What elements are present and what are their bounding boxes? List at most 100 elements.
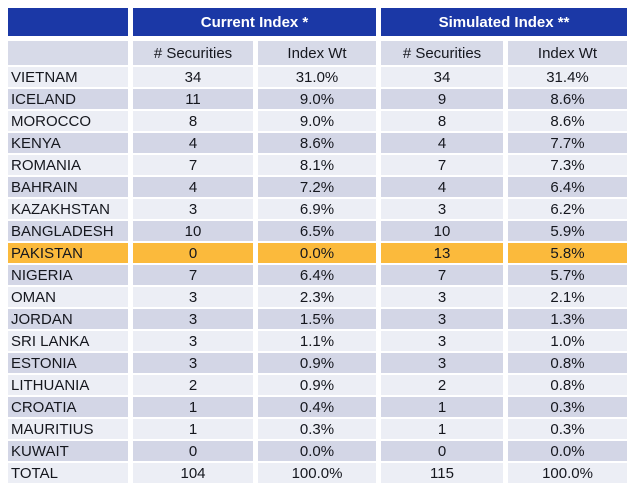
value-cell: 1 — [133, 419, 253, 439]
value-cell: 6.9% — [258, 199, 376, 219]
table-row: MOROCCO 8 9.0% 8 8.6% — [8, 111, 627, 131]
value-cell: 8.6% — [258, 133, 376, 153]
value-cell: 9 — [381, 89, 503, 109]
value-cell: 0.4% — [258, 397, 376, 417]
value-cell: 1 — [381, 397, 503, 417]
subheader-current-securities: # Securities — [133, 41, 253, 65]
current-index-header: Current Index * — [133, 8, 376, 36]
value-cell: 7.2% — [258, 177, 376, 197]
table-row: ROMANIA 7 8.1% 7 7.3% — [8, 155, 627, 175]
value-cell: 0.3% — [508, 419, 627, 439]
value-cell: 8 — [133, 111, 253, 131]
country-cell: OMAN — [8, 287, 128, 307]
table-row: VIETNAM 34 31.0% 34 31.4% — [8, 67, 627, 87]
table-row: CROATIA 1 0.4% 1 0.3% — [8, 397, 627, 417]
value-cell: 0 — [381, 441, 503, 461]
table-row: PAKISTAN 0 0.0% 13 5.8% — [8, 243, 627, 263]
value-cell: 5.7% — [508, 265, 627, 285]
value-cell: 3 — [133, 287, 253, 307]
value-cell: 31.0% — [258, 67, 376, 87]
value-cell: 4 — [381, 177, 503, 197]
table-row: OMAN 3 2.3% 3 2.1% — [8, 287, 627, 307]
value-cell: 4 — [133, 133, 253, 153]
country-cell: MAURITIUS — [8, 419, 128, 439]
table-row: JORDAN 3 1.5% 3 1.3% — [8, 309, 627, 329]
value-cell: 2.3% — [258, 287, 376, 307]
value-cell: 6.5% — [258, 221, 376, 241]
value-cell: 0.8% — [508, 375, 627, 395]
country-cell: KUWAIT — [8, 441, 128, 461]
value-cell: 8 — [381, 111, 503, 131]
value-cell: 8.1% — [258, 155, 376, 175]
value-cell: 31.4% — [508, 67, 627, 87]
value-cell: 10 — [381, 221, 503, 241]
country-cell: MOROCCO — [8, 111, 128, 131]
value-cell: 1.3% — [508, 309, 627, 329]
country-cell: PAKISTAN — [8, 243, 128, 263]
value-cell: 1 — [133, 397, 253, 417]
value-cell: 3 — [133, 331, 253, 351]
value-cell: 3 — [381, 287, 503, 307]
table-row: KENYA 4 8.6% 4 7.7% — [8, 133, 627, 153]
country-cell: LITHUANIA — [8, 375, 128, 395]
value-cell: 34 — [133, 67, 253, 87]
country-cell: SRI LANKA — [8, 331, 128, 351]
country-cell: VIETNAM — [8, 67, 128, 87]
value-cell: 3 — [133, 309, 253, 329]
table-row: BANGLADESH 10 6.5% 10 5.9% — [8, 221, 627, 241]
value-cell: 6.4% — [508, 177, 627, 197]
simulated-index-header: Simulated Index ** — [381, 8, 627, 36]
value-cell: 1.1% — [258, 331, 376, 351]
table-row: TOTAL 104 100.0% 115 100.0% — [8, 463, 627, 483]
country-cell: CROATIA — [8, 397, 128, 417]
value-cell: 0.9% — [258, 375, 376, 395]
table-row: KAZAKHSTAN 3 6.9% 3 6.2% — [8, 199, 627, 219]
value-cell: 7 — [381, 155, 503, 175]
table-body: VIETNAM 34 31.0% 34 31.4% ICELAND 11 9.0% 9 8.6% M… — [8, 67, 627, 483]
value-cell: 11 — [133, 89, 253, 109]
subheader-simulated-securities: # Securities — [381, 41, 503, 65]
index-comparison-table: Current Index * Simulated Index ** # Sec… — [8, 8, 627, 485]
value-cell: 34 — [381, 67, 503, 87]
value-cell: 8.6% — [508, 111, 627, 131]
value-cell: 6.2% — [508, 199, 627, 219]
value-cell: 10 — [133, 221, 253, 241]
table-row: NIGERIA 7 6.4% 7 5.7% — [8, 265, 627, 285]
group-header-row: Current Index * Simulated Index ** — [8, 8, 627, 36]
value-cell: 0 — [133, 243, 253, 263]
country-cell: ESTONIA — [8, 353, 128, 373]
subheader-simulated-weight: Index Wt — [508, 41, 627, 65]
value-cell: 100.0% — [258, 463, 376, 483]
value-cell: 0.0% — [258, 243, 376, 263]
value-cell: 2 — [381, 375, 503, 395]
value-cell: 3 — [133, 353, 253, 373]
value-cell: 3 — [381, 309, 503, 329]
country-cell: BAHRAIN — [8, 177, 128, 197]
value-cell: 3 — [133, 199, 253, 219]
value-cell: 1.0% — [508, 331, 627, 351]
value-cell: 0.3% — [508, 397, 627, 417]
value-cell: 7.3% — [508, 155, 627, 175]
value-cell: 0.0% — [508, 441, 627, 461]
country-cell: ICELAND — [8, 89, 128, 109]
value-cell: 2 — [133, 375, 253, 395]
country-cell: JORDAN — [8, 309, 128, 329]
country-cell: KENYA — [8, 133, 128, 153]
country-cell: TOTAL — [8, 463, 128, 483]
value-cell: 5.8% — [508, 243, 627, 263]
value-cell: 7.7% — [508, 133, 627, 153]
value-cell: 9.0% — [258, 89, 376, 109]
subheader-row: # Securities Index Wt # Securities Index… — [8, 41, 627, 65]
value-cell: 7 — [133, 155, 253, 175]
subheader-current-weight: Index Wt — [258, 41, 376, 65]
value-cell: 0.8% — [508, 353, 627, 373]
value-cell: 3 — [381, 353, 503, 373]
value-cell: 1 — [381, 419, 503, 439]
value-cell: 2.1% — [508, 287, 627, 307]
value-cell: 115 — [381, 463, 503, 483]
value-cell: 0.9% — [258, 353, 376, 373]
value-cell: 4 — [133, 177, 253, 197]
value-cell: 9.0% — [258, 111, 376, 131]
value-cell: 6.4% — [258, 265, 376, 285]
value-cell: 0 — [133, 441, 253, 461]
